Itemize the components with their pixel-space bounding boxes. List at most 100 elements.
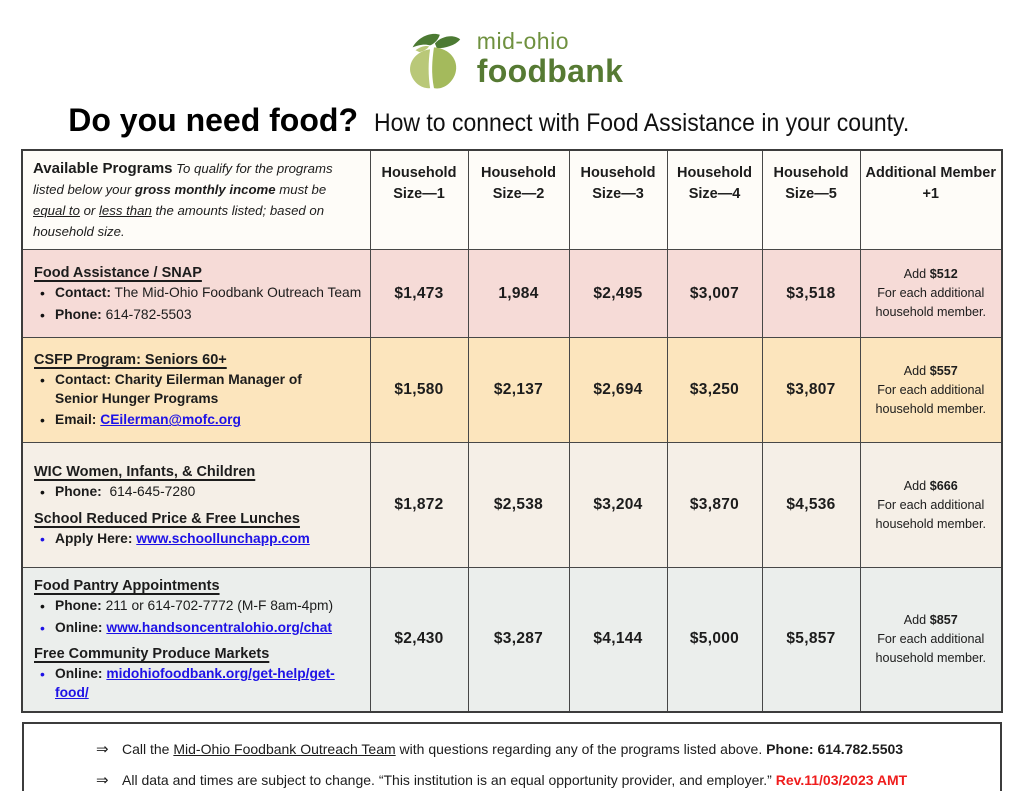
add-label: Add: [903, 363, 927, 378]
online-label: Online:: [55, 619, 103, 635]
footer-text: Call the: [122, 740, 174, 757]
footer-line-disclaimer: ⇒ All data and times are subject to chan…: [96, 770, 984, 791]
income-value-cell: $1,473: [369, 249, 469, 339]
phone-value: 211 or 614-702-7772 (M-F 8am-4pm): [105, 598, 334, 614]
qualify-note-text: must be: [275, 182, 327, 198]
income-value-cell: $5,857: [761, 567, 861, 713]
midohiofoodbank-link[interactable]: midohiofoodbank.org/get-help/get-food/: [55, 666, 335, 700]
header-additional-member: Additional Member +1: [859, 149, 1003, 251]
income-value-cell: $3,518: [761, 249, 861, 339]
income-value-cell: $3,807: [761, 337, 861, 444]
snap-contact-bullet: • Contact: The Mid-Ohio Foodbank Outreach…: [40, 284, 362, 303]
email-label: Email:: [55, 412, 97, 428]
pantry-program-title: Food Pantry Appointments: [34, 578, 220, 595]
income-value-cell: $1,872: [369, 442, 469, 569]
row-snap: Food Assistance / SNAP • Contact: The Mid…: [21, 249, 1003, 339]
qualify-note-text: To qualify for the programs listed below…: [33, 161, 333, 198]
bullet-icon: •: [40, 483, 45, 500]
phone-label: Phone:: [55, 306, 102, 322]
add-note: For each additional household member.: [875, 382, 987, 416]
table-header-row: Available Programs To qualify for the pr…: [21, 149, 1003, 251]
income-value-cell: 1,984: [467, 249, 570, 339]
income-value-cell: $3,250: [666, 337, 763, 444]
pantry-online-bullet: • Online: www.handsoncentralohio.org/chat: [40, 619, 362, 638]
pantry-program-cell: Food Pantry Appointments • Phone: 211 or …: [21, 567, 371, 713]
school-lunch-apply-bullet: • Apply Here: www.schoollunchapp.com: [40, 530, 362, 549]
add-amount: $557: [929, 363, 958, 378]
available-programs-label: Available Programs: [33, 160, 173, 177]
school-lunch-link[interactable]: www.schoollunchapp.com: [136, 530, 310, 546]
additional-member-cell: Add $512 For each additional household m…: [859, 249, 1003, 339]
apply-here-label: Apply Here:: [55, 530, 133, 546]
add-amount: $666: [929, 478, 958, 493]
csfp-program-title: CSFP Program: Seniors 60+: [34, 352, 227, 369]
csfp-email-link[interactable]: CEilerman@mofc.org: [100, 412, 241, 428]
add-label: Add: [903, 478, 927, 493]
csfp-contact-bullet: • Contact: Charity Eilerman Manager of Se…: [40, 371, 362, 408]
additional-member-cell: Add $857 For each additional household m…: [859, 567, 1003, 713]
contact-value: Contact: Charity Eilerman Manager of Sen…: [55, 372, 302, 406]
snap-program-cell: Food Assistance / SNAP • Contact: The Mid…: [21, 249, 371, 339]
snap-phone-bullet: • Phone: 614-782-5503: [40, 306, 362, 325]
add-label: Add: [903, 612, 927, 627]
add-label: Add: [903, 267, 927, 282]
bullet-icon: •: [40, 372, 45, 389]
qualify-note-text: or: [79, 203, 99, 219]
programs-table: Available Programs To qualify for the pr…: [21, 149, 1003, 713]
outreach-team-label: Mid-Ohio Foodbank Outreach Team: [173, 740, 396, 757]
csfp-email-bullet: • Email: CEilerman@mofc.org: [40, 411, 362, 430]
disclaimer-text: All data and times are subject to change…: [122, 771, 776, 788]
arrow-right-icon: ⇒: [96, 740, 109, 758]
contact-label: Contact:: [55, 284, 111, 300]
foodbank-logo: mid-ohio foodbank: [0, 0, 1024, 96]
add-note: For each additional household member.: [875, 497, 987, 531]
header-household-size-2: Household Size—2: [467, 149, 570, 251]
wic-phone-bullet: • Phone: 614-645-7280: [40, 483, 362, 502]
income-value-cell: $3,870: [666, 442, 763, 569]
bullet-icon: •: [40, 530, 45, 547]
row-pantry-produce: Food Pantry Appointments • Phone: 211 or …: [21, 567, 1003, 713]
online-label: Online:: [55, 666, 103, 682]
pantry-phone-bullet: • Phone: 211 or 614-702-7772 (M-F 8am-4pm…: [40, 597, 362, 616]
header-household-size-4: Household Size—4: [666, 149, 763, 251]
revision-stamp: Rev.11/03/2023 AMT: [775, 771, 908, 788]
handsoncentralohio-link[interactable]: www.handsoncentralohio.org/chat: [106, 619, 332, 635]
add-note: For each additional household member.: [875, 631, 987, 665]
page-subtitle: How to connect with Food Assistance in y…: [373, 109, 910, 137]
less-than-label: less than: [99, 203, 152, 219]
phone-label: Phone:: [55, 598, 102, 614]
row-wic-school: WIC Women, Infants, & Children • Phone: 6…: [21, 442, 1003, 569]
income-value-cell: $5,000: [666, 567, 763, 713]
phone-value: 614-645-7280: [109, 483, 196, 499]
footer-line-contact: ⇒ Call the Mid-Ohio Foodbank Outreach Te…: [96, 739, 984, 760]
phone-value: 614-782-5503: [105, 306, 192, 322]
header-household-size-3: Household Size—3: [568, 149, 668, 251]
additional-member-cell: Add $557 For each additional household m…: [859, 337, 1003, 444]
income-value-cell: $3,287: [467, 567, 570, 713]
income-value-cell: $3,007: [666, 249, 763, 339]
qualify-note-text: the amounts listed; based on household s…: [33, 203, 325, 240]
page-title: Do you need food?: [68, 102, 358, 138]
arrow-right-icon: ⇒: [96, 771, 109, 789]
foodbank-logo-text: mid-ohio foodbank: [476, 29, 624, 89]
snap-program-title: Food Assistance / SNAP: [34, 264, 202, 281]
income-value-cell: $3,204: [568, 442, 668, 569]
csfp-program-cell: CSFP Program: Seniors 60+ • Contact: Char…: [21, 337, 371, 444]
footer-phone: Phone: 614.782.5503: [766, 740, 904, 757]
income-value-cell: $2,538: [467, 442, 570, 569]
bullet-icon: •: [40, 666, 45, 683]
row-csfp: CSFP Program: Seniors 60+ • Contact: Char…: [21, 337, 1003, 444]
add-note: For each additional household member.: [875, 286, 987, 319]
footer-text: with questions regarding any of the prog…: [395, 740, 767, 757]
bullet-icon: •: [40, 306, 45, 323]
gross-monthly-income-label: gross monthly income: [134, 182, 276, 198]
header-available-programs: Available Programs To qualify for the pr…: [21, 149, 371, 251]
wic-program-title: WIC Women, Infants, & Children: [34, 463, 256, 480]
bullet-icon: •: [40, 412, 45, 429]
wic-program-cell: WIC Women, Infants, & Children • Phone: 6…: [21, 442, 371, 569]
income-value-cell: $1,580: [369, 337, 469, 444]
foodbank-leaf-icon: [409, 33, 460, 89]
logo-name-bottom: foodbank: [476, 52, 624, 89]
header-household-size-1: Household Size—1: [369, 149, 469, 251]
